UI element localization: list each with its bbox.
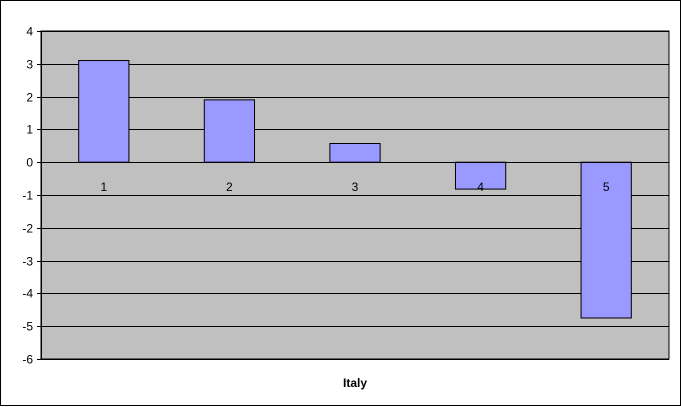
bar-4 — [454, 161, 507, 190]
x-tick-label: 1 — [100, 180, 107, 194]
y-tick-label: -3 — [22, 255, 33, 269]
x-tick-label: 4 — [477, 180, 484, 194]
x-tick-label: 3 — [352, 180, 359, 194]
gridlines — [41, 31, 669, 360]
y-tick-label: -1 — [22, 189, 33, 203]
y-tick-label: -6 — [22, 353, 33, 367]
y-tick-label: -4 — [22, 287, 33, 301]
bar-1 — [78, 60, 130, 163]
y-tick-label: 0 — [26, 156, 33, 170]
y-tick-label: 3 — [26, 58, 33, 72]
x-tick-label: 2 — [226, 180, 233, 194]
bar-3 — [329, 143, 381, 163]
x-tick-labels: 1 2 3 4 5 — [100, 180, 609, 194]
y-axis: 4 3 2 1 0 -1 -2 -3 -4 -5 -6 — [22, 25, 42, 367]
x-axis-title: Italy — [343, 376, 367, 390]
y-tick-label: 2 — [26, 91, 33, 105]
y-tick-label: -5 — [22, 320, 33, 334]
bar-5 — [580, 161, 632, 319]
bars — [41, 60, 669, 319]
bar-2 — [203, 99, 256, 163]
y-tick-label: 1 — [26, 123, 33, 137]
y-tick-label: 4 — [26, 25, 33, 39]
y-tick-label: -2 — [22, 222, 33, 236]
x-tick-label: 5 — [603, 180, 610, 194]
